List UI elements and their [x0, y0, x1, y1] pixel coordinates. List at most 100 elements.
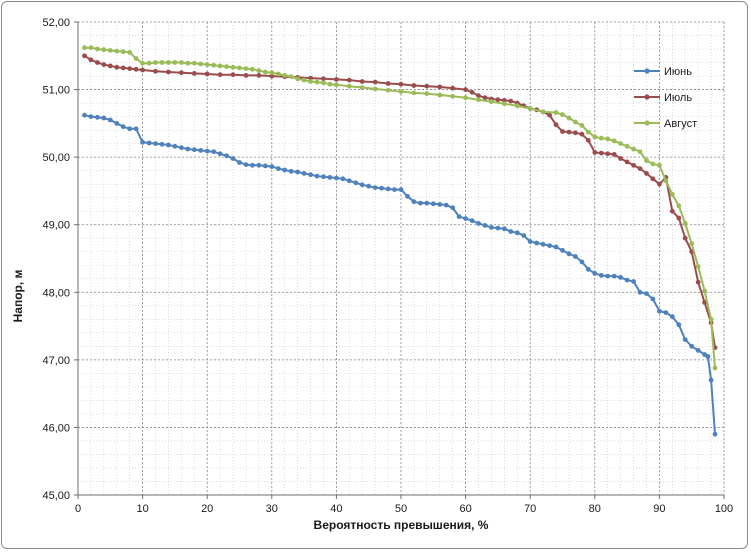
data-point [547, 243, 552, 249]
data-point [598, 273, 604, 278]
data-point [327, 81, 333, 87]
data-point [502, 98, 507, 103]
data-point [418, 200, 423, 206]
data-point [159, 60, 165, 65]
series-line [84, 46, 716, 369]
data-point [502, 101, 507, 107]
data-point [705, 354, 711, 359]
data-point [712, 431, 718, 437]
data-point [353, 180, 359, 186]
data-point [573, 130, 578, 136]
data-point [534, 240, 540, 246]
data-point [230, 156, 236, 161]
data-point [424, 83, 430, 89]
series-3 [82, 45, 718, 371]
y-tick-label: 50,00 [42, 152, 70, 164]
data-point [566, 115, 572, 121]
data-point [172, 60, 178, 65]
data-point [372, 185, 378, 191]
data-point [712, 365, 718, 371]
legend-label: Июль [664, 92, 692, 104]
data-point [560, 129, 565, 134]
data-point [682, 337, 688, 342]
data-point [592, 134, 598, 140]
data-point [398, 187, 404, 193]
data-point [682, 235, 688, 241]
data-point [372, 86, 378, 92]
data-point [708, 377, 714, 383]
data-point [592, 271, 598, 276]
data-point [308, 172, 313, 178]
data-point [379, 185, 384, 191]
x-tick-label: 10 [136, 503, 148, 515]
data-point [579, 131, 585, 137]
legend-item-2: Июль [634, 92, 692, 104]
data-point [702, 300, 707, 305]
data-point [708, 316, 714, 322]
data-point [650, 296, 656, 302]
data-point [469, 89, 475, 95]
data-point [450, 85, 456, 91]
data-point [385, 87, 391, 93]
data-point [437, 92, 443, 98]
x-tick-label: 30 [266, 503, 278, 515]
data-point [405, 193, 410, 199]
data-point [275, 71, 281, 77]
data-point [114, 121, 120, 126]
data-point [88, 114, 94, 119]
data-point [527, 106, 533, 111]
data-point [295, 169, 300, 175]
data-point [82, 112, 87, 118]
data-point [321, 174, 326, 180]
legend: Июнь Июль Август [634, 66, 697, 130]
y-tick-label: 48,00 [42, 287, 70, 299]
data-point [463, 216, 468, 222]
data-point [476, 221, 481, 226]
data-point [450, 205, 456, 211]
data-point [340, 176, 346, 182]
data-point [82, 53, 87, 59]
data-point [359, 79, 365, 84]
data-point [657, 308, 662, 314]
data-point [301, 171, 307, 176]
data-point [637, 166, 643, 172]
data-point [489, 99, 494, 105]
data-point [650, 176, 656, 182]
data-point [140, 67, 146, 73]
x-tick-label: 70 [524, 503, 536, 515]
data-point [637, 289, 643, 295]
data-point [566, 129, 572, 135]
data-point [269, 70, 275, 76]
data-point [624, 143, 630, 149]
data-point [204, 148, 210, 154]
data-point [269, 73, 275, 79]
data-point [95, 46, 100, 52]
data-point [508, 98, 514, 104]
data-point [191, 147, 197, 153]
data-point [334, 175, 339, 181]
data-point [521, 233, 527, 238]
data-point [611, 138, 617, 144]
data-point [540, 241, 546, 247]
data-point [327, 175, 333, 180]
data-point [514, 230, 520, 236]
data-point [179, 70, 184, 76]
x-tick-label: 100 [715, 503, 733, 515]
data-point [211, 149, 217, 155]
legend-swatch-marker [644, 120, 650, 126]
data-point [540, 109, 546, 115]
data-point [146, 140, 152, 146]
data-point [140, 60, 146, 66]
data-point [107, 48, 113, 53]
data-point [288, 168, 294, 174]
data-point [657, 162, 662, 168]
y-tick-label: 46,00 [42, 422, 70, 434]
data-point [463, 95, 468, 101]
data-point [198, 61, 204, 67]
data-point [605, 273, 611, 279]
data-point [321, 80, 326, 86]
data-point [366, 183, 372, 189]
data-point [553, 244, 559, 250]
y-tick-label: 52,00 [42, 17, 70, 29]
data-point [224, 64, 230, 69]
